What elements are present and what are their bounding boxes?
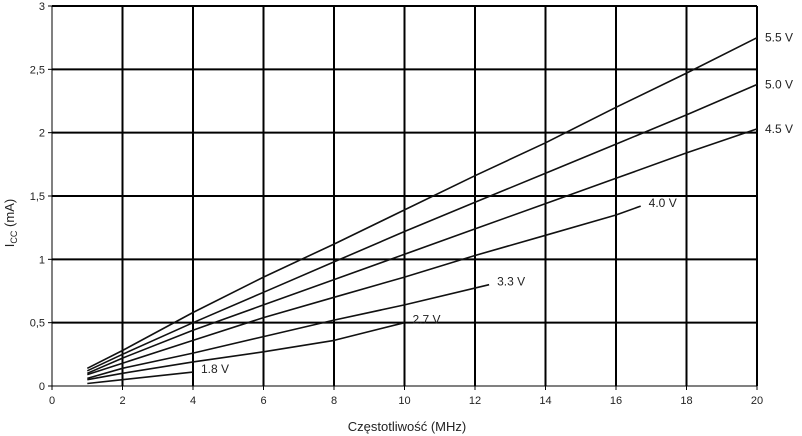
y-tick-label: 0,5 xyxy=(30,318,45,330)
y-axis-label-sub: CC xyxy=(9,230,19,243)
x-tick-label: 16 xyxy=(610,395,622,407)
x-tick-label: 14 xyxy=(539,395,551,407)
y-tick-label: 0 xyxy=(39,381,45,393)
series-line-4-5-v xyxy=(86,128,758,375)
series-label: 2.7 V xyxy=(413,313,441,327)
x-axis-ticks: 0 2 4 6 8 10 12 14 16 18 20 xyxy=(49,386,763,407)
y-tick-label: 1 xyxy=(39,254,45,266)
series-label: 3.3 V xyxy=(497,275,525,289)
series-line-5-5-v xyxy=(86,36,758,370)
x-tick-label: 12 xyxy=(469,395,481,407)
series-line-3-3-v xyxy=(87,283,490,380)
series-line-4-0-v xyxy=(87,205,641,376)
x-tick-label: 6 xyxy=(260,395,266,407)
y-axis-label-main: I xyxy=(2,244,17,248)
y-tick-label: 3 xyxy=(39,1,45,13)
x-tick-label: 10 xyxy=(398,395,410,407)
y-tick-label: 2 xyxy=(39,128,45,140)
svg-text:ICC (mA): ICC (mA) xyxy=(2,199,19,247)
y-axis-ticks: 0 0,5 1 1,5 2 2,5 3 xyxy=(30,1,52,393)
series-label: 1.8 V xyxy=(201,362,229,376)
series-labels: 5.5 V 5.0 V 4.5 V 4.0 V 3.3 V 2.7 V 1.8 V xyxy=(201,31,793,376)
x-tick-label: 20 xyxy=(751,395,763,407)
x-tick-label: 8 xyxy=(331,395,337,407)
x-tick-label: 0 xyxy=(49,395,55,407)
x-tick-label: 4 xyxy=(190,395,196,407)
grid xyxy=(51,5,758,387)
x-axis-label: Częstotliwość (MHz) xyxy=(348,419,466,434)
y-tick-label: 2,5 xyxy=(30,64,45,76)
series-lines xyxy=(86,36,758,385)
x-tick-label: 2 xyxy=(119,395,125,407)
y-tick-label: 1,5 xyxy=(30,191,45,203)
x-tick-label: 18 xyxy=(680,395,692,407)
y-axis-label-unit: (mA) xyxy=(2,199,17,231)
series-label: 5.0 V xyxy=(765,78,793,92)
series-label: 5.5 V xyxy=(765,31,793,45)
series-line-1-8-v xyxy=(87,371,194,385)
series-label: 4.0 V xyxy=(649,196,677,210)
y-axis-label: ICC (mA) xyxy=(2,199,19,247)
series-line-5-0-v xyxy=(86,83,758,372)
series-line-2-7-v xyxy=(87,321,405,381)
series-label: 4.5 V xyxy=(765,122,793,136)
